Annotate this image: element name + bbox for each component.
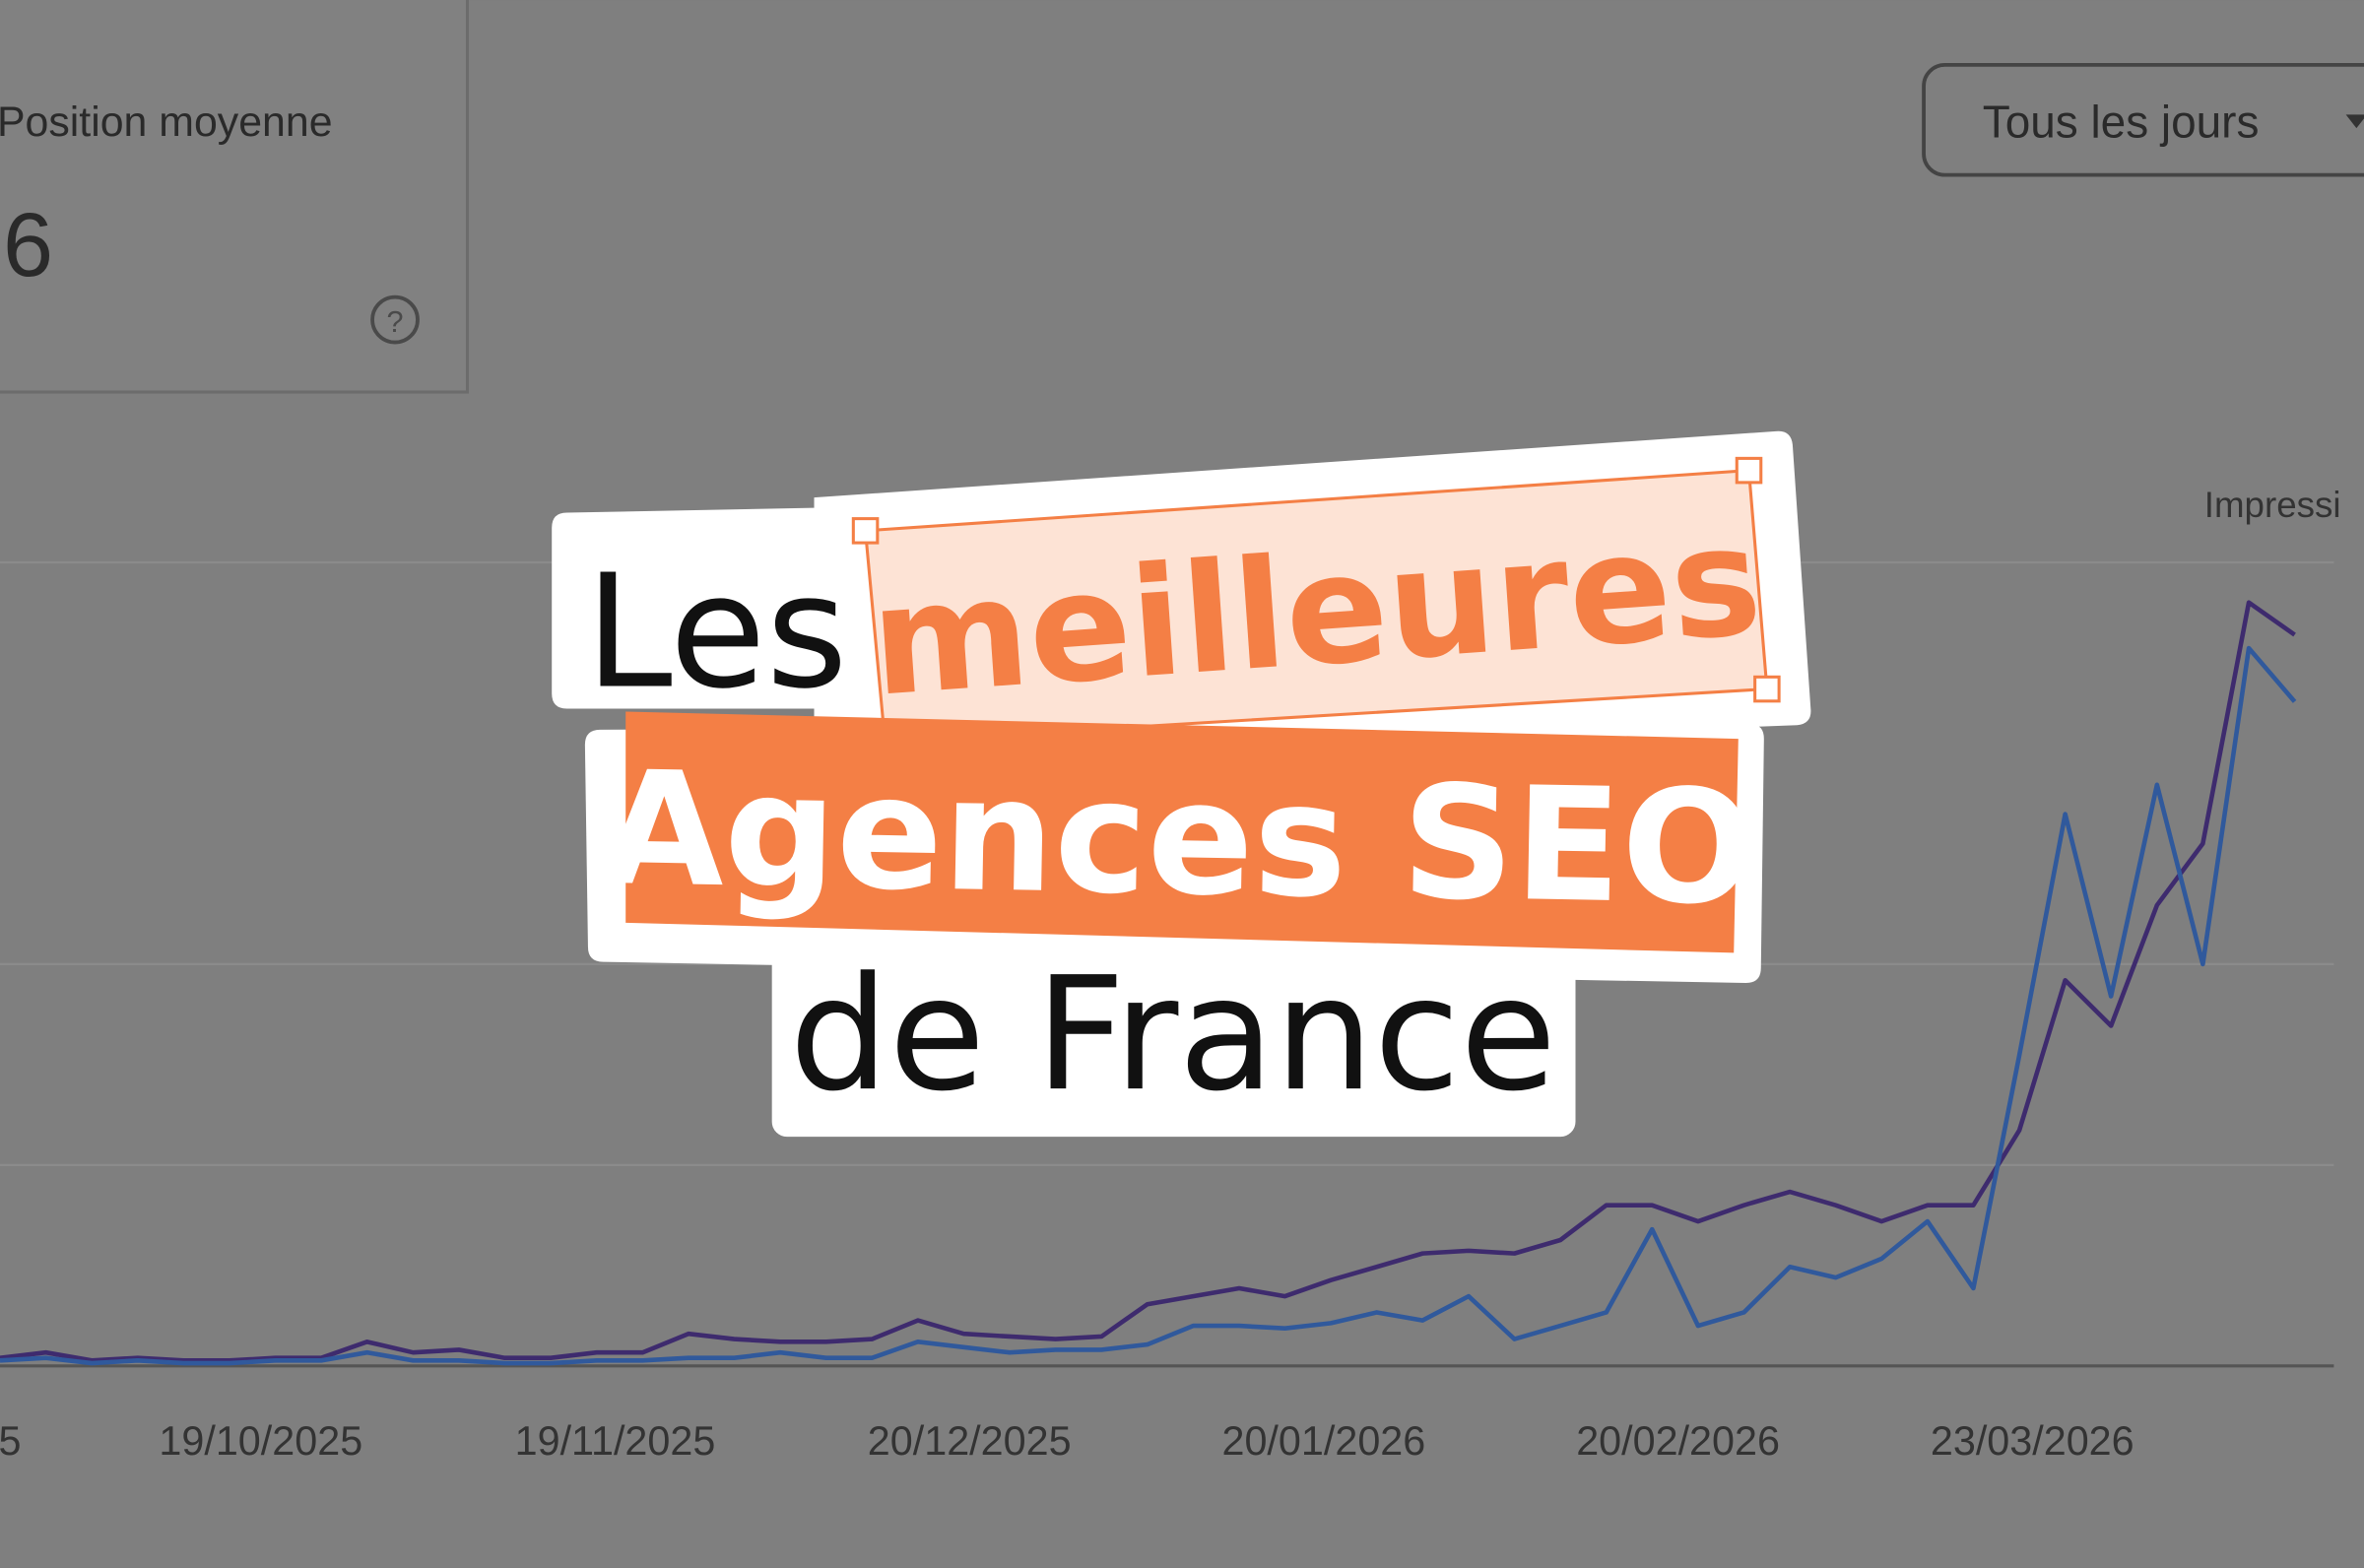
metric-value: 6 [3, 195, 53, 295]
help-icon[interactable] [370, 294, 420, 345]
metric-label: Position moyenne [0, 98, 333, 146]
dropdown-arrow [2345, 114, 2364, 129]
headline-backdrop [552, 506, 890, 709]
headline: Les meilleures Agences SEO de France [552, 430, 1811, 1138]
headline-line1: Les [585, 541, 848, 724]
y-axis-label: Impressi [2204, 485, 2341, 525]
x-tick-label: 23/03/2026 [1931, 1418, 2134, 1464]
headline-line2: Agences SEO [602, 737, 1757, 940]
x-tick-label: 19/11/2025 [515, 1418, 716, 1464]
series-line [0, 600, 2296, 1363]
headline-line3: de France [789, 943, 1556, 1126]
headline-backdrop [771, 947, 1576, 1138]
series-line [0, 645, 2297, 1366]
help-icon-glyph: ? [387, 305, 404, 339]
highlight-band [625, 711, 1739, 953]
x-tick-label: 20/12/2025 [868, 1418, 1072, 1464]
metric-card [0, 0, 470, 394]
period-select-label: Tous les jours [1983, 96, 2260, 147]
period-select[interactable] [1922, 62, 2364, 177]
x-tick-label: 5 [0, 1418, 21, 1464]
x-tick-label: 19/10/2025 [159, 1418, 362, 1464]
x-tick-label: 20/01/2026 [1221, 1418, 1425, 1464]
x-tick-label: 20/02/2026 [1576, 1418, 1780, 1464]
